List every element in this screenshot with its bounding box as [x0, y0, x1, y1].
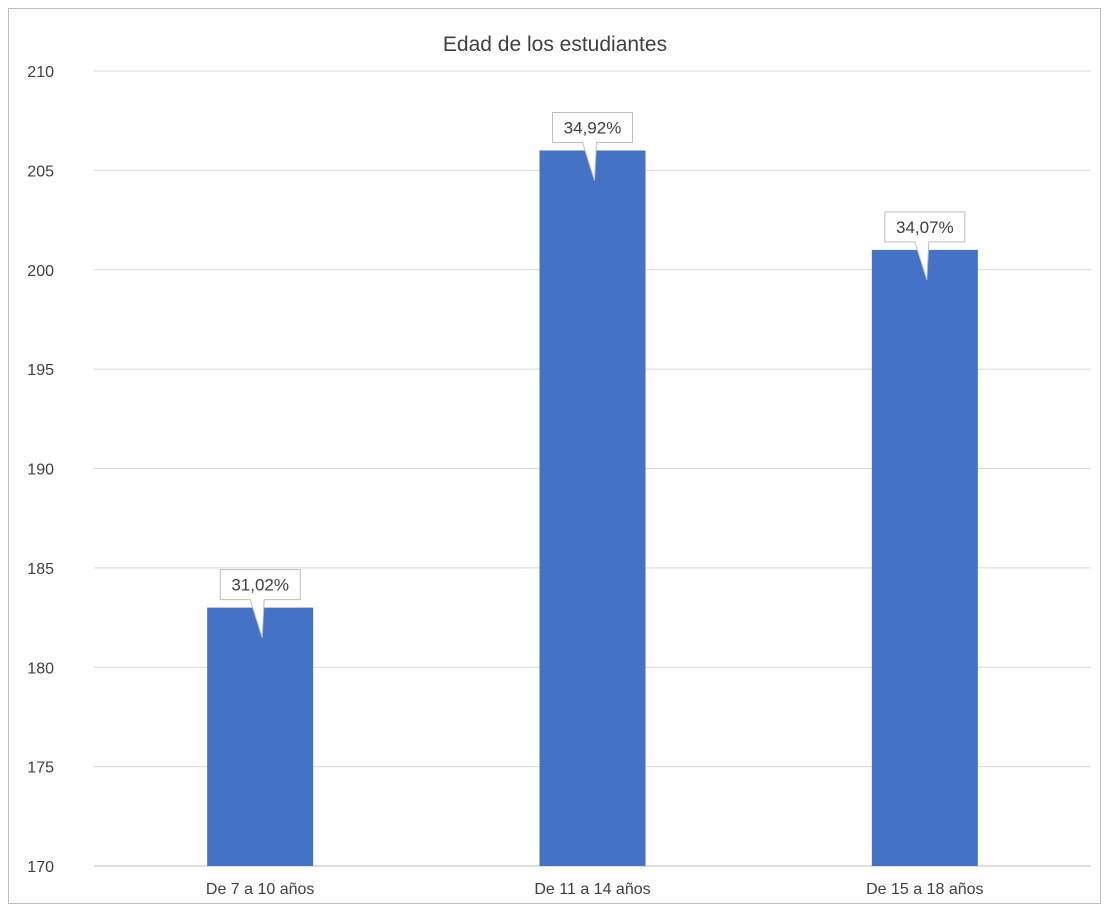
bar-1 [207, 607, 314, 866]
callout-shape [884, 211, 966, 281]
data-label-callout: 34,07% [884, 211, 966, 281]
y-tick-label: 170 [27, 859, 54, 876]
callout-shape [219, 569, 301, 638]
callout-shape [552, 112, 633, 181]
y-tick-label: 180 [27, 660, 54, 677]
y-tick-label: 205 [27, 163, 54, 180]
chart-frame: Edad de los estudiantes 170 175 180 185 190 1… [8, 8, 1101, 904]
y-tick-label: 185 [27, 561, 54, 578]
bars [207, 150, 978, 866]
y-tick-label: 195 [27, 362, 54, 379]
x-axis-categories: De 7 a 10 años De 11 a 14 años De 15 a 18 … [206, 881, 984, 898]
y-tick-label: 175 [27, 760, 54, 777]
data-labels: 31,02% 34,92% 34,07% [219, 112, 966, 638]
x-category-label: De 15 a 18 años [866, 881, 983, 898]
y-tick-label: 200 [27, 263, 54, 280]
y-tick-label: 190 [27, 462, 54, 479]
data-label-callout: 34,92% [552, 112, 633, 181]
chart-title: Edad de los estudiantes [443, 33, 667, 56]
data-label-callout: 31,02% [219, 569, 301, 638]
x-category-label: De 7 a 10 años [206, 881, 315, 898]
bar-chart: Edad de los estudiantes 1701751801851901… [27, 33, 1091, 898]
data-label: 34,07% [896, 218, 954, 237]
y-tick-label: 210 [27, 64, 54, 81]
y-axis-ticks: 170 175 180 185 190 195 200 205 210 [27, 64, 54, 876]
data-label: 34,92% [564, 119, 622, 138]
data-label: 31,02% [231, 576, 289, 595]
x-category-label: De 11 a 14 años [534, 881, 650, 898]
bar-3 [871, 249, 978, 866]
bar-2 [539, 150, 646, 866]
